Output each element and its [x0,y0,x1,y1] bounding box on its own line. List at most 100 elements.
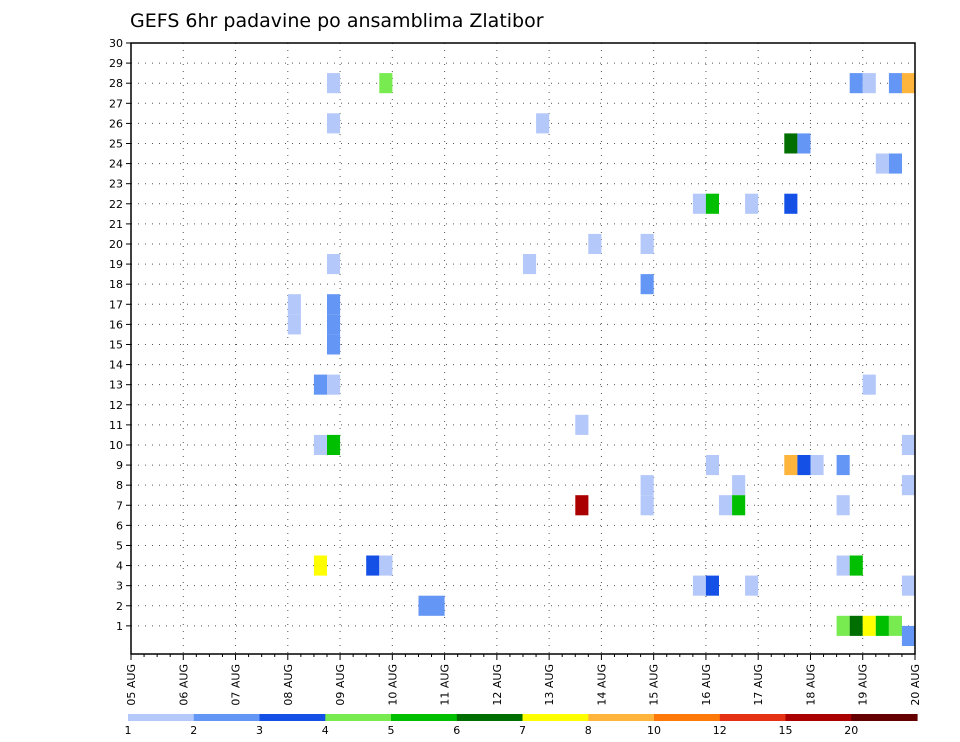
x-tick-label: 20 AUG [909,664,922,706]
precip-cell [836,455,850,476]
y-tick-label: 4 [116,560,123,573]
precip-cell [640,475,654,496]
precip-cell [327,434,341,455]
colorbar-label: 1 [125,724,132,737]
y-tick-label: 2 [116,600,123,613]
colorbar-segment [851,714,918,721]
precip-cell [732,475,746,496]
precip-cell [327,374,341,395]
precip-cell [575,414,589,435]
precip-cell [901,475,915,496]
precip-cell [418,595,432,616]
x-tick-label: 11 AUG [439,664,452,706]
y-axis: 1234567891011121314151617181920212223242… [109,37,131,633]
x-tick-label: 17 AUG [752,664,765,706]
precip-cell [888,153,902,174]
colorbar-label: 5 [388,724,395,737]
y-tick-label: 24 [109,158,123,171]
precip-cell [745,575,759,596]
colorbar-segment [654,714,721,721]
precip-cell [287,314,301,335]
data-cells [287,73,915,646]
y-tick-label: 18 [109,278,123,291]
y-tick-label: 10 [109,439,123,452]
x-axis: 05 AUG 06 AUG 07 AUG 08 AUG 09 AUG 10 AUG 11 A… [125,654,922,706]
y-tick-label: 26 [109,117,123,130]
precip-cell [888,73,902,94]
precip-cell [797,455,811,476]
precip-cell [901,73,915,94]
x-tick-label: 07 AUG [230,664,243,706]
precip-cell [287,294,301,315]
precip-cell [901,575,915,596]
colorbar-segment [391,714,458,721]
x-tick-label: 10 AUG [386,664,399,706]
x-tick-label: 06 AUG [177,664,190,706]
y-tick-label: 11 [109,419,123,432]
colorbar-label: 7 [519,724,526,737]
colorbar-segment [522,714,589,721]
precip-cell [705,455,719,476]
colorbar-label: 8 [585,724,592,737]
precip-cell [875,153,889,174]
precip-cell [901,625,915,646]
colorbar-legend: 1 2 3 4 5 6 7 8 10 12 15 20 [125,714,918,737]
x-tick-label: 13 AUG [543,664,556,706]
colorbar-label: 12 [713,724,727,737]
y-tick-label: 22 [109,198,123,211]
y-tick-label: 17 [109,298,123,311]
y-tick-label: 6 [116,519,123,532]
x-tick-label: 14 AUG [595,664,608,706]
y-tick-label: 30 [109,37,123,50]
precip-cell [862,374,876,395]
precip-cell [575,495,589,516]
precip-cell [327,113,341,134]
colorbar-label: 4 [322,724,329,737]
precip-cell [327,294,341,315]
precip-cell [692,193,706,214]
precip-cell [313,555,327,576]
precip-cell [705,575,719,596]
precip-cell [705,193,719,214]
precip-cell [849,555,863,576]
precip-cell [836,495,850,516]
precip-cell [862,73,876,94]
precip-cell [327,73,341,94]
y-tick-label: 3 [116,580,123,593]
colorbar-segment [785,714,852,721]
x-tick-label: 12 AUG [491,664,504,706]
y-tick-label: 1 [116,620,123,633]
x-tick-label: 15 AUG [648,664,661,706]
colorbar-label: 3 [256,724,263,737]
precip-cell [640,233,654,254]
chart-title: GEFS 6hr padavine po ansamblima Zlatibor [130,10,544,32]
precip-cell [379,555,393,576]
precip-cell [836,555,850,576]
precip-cell [745,193,759,214]
precip-cell [732,495,746,516]
x-tick-label: 19 AUG [857,664,870,706]
precip-cell [313,374,327,395]
precip-cell [431,595,445,616]
colorbar-segment [259,714,326,721]
precip-cell [327,334,341,355]
precip-cell [327,254,341,275]
y-tick-label: 23 [109,178,123,191]
precip-cell [784,193,798,214]
y-tick-label: 19 [109,258,123,271]
precip-cell [875,615,889,636]
colorbar-segment [193,714,261,721]
y-tick-label: 12 [109,399,123,412]
precip-cell [836,615,850,636]
x-tick-label: 05 AUG [125,664,138,706]
precip-cell [640,274,654,295]
precip-cell [849,615,863,636]
colorbar-label: 15 [779,724,793,737]
colorbar-segment [588,714,655,721]
precip-cell [797,133,811,154]
precip-cell [327,314,341,335]
colorbar-label: 2 [190,724,197,737]
precip-cell [784,133,798,154]
colorbar-segment [456,714,524,721]
